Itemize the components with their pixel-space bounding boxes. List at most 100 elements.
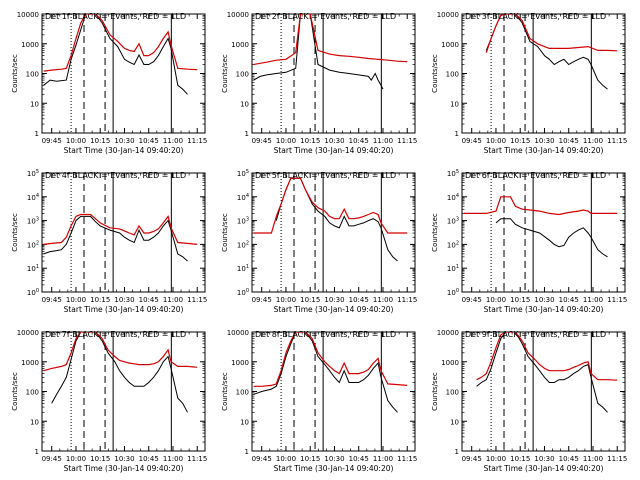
x-tick-label: 10:45	[559, 137, 579, 145]
y-tick-label: 1000	[441, 41, 459, 49]
x-axis-label: Start Time (30-Jan-14 09:40:20)	[484, 464, 604, 473]
y-axis-label: Counts/sec	[221, 213, 229, 252]
x-tick-label: 10:00	[276, 296, 296, 304]
x-tick-label: 11:15	[607, 137, 627, 145]
y-axis-label: Counts/sec	[431, 54, 439, 93]
x-tick-label: 11:00	[583, 455, 603, 463]
detector-panel-9: 1 10 100 1000 10000 09:45 10:00 10:15 10:30 10:45…	[431, 329, 627, 473]
y-tick-label: 1	[35, 448, 39, 456]
series-line-events	[476, 332, 608, 413]
y-tick-base: 10	[27, 170, 36, 178]
plot-frame	[41, 172, 206, 293]
series-line-lld	[476, 332, 618, 381]
y-tick-label: 105	[447, 169, 459, 178]
y-axis-label: Counts/sec	[11, 372, 19, 411]
x-tick-label: 09:45	[462, 455, 482, 463]
x-tick-label: 10:00	[276, 137, 296, 145]
x-axis-label: Start Time (30-Jan-14 09:40:20)	[274, 146, 394, 155]
x-tick-label: 11:15	[187, 137, 207, 145]
panel-title: Det 9f BLACK = Events, RED = LLD	[465, 330, 606, 339]
x-tick-label: 09:45	[42, 455, 62, 463]
x-tick-label: 10:15	[90, 455, 110, 463]
x-tick-label: 10:15	[90, 296, 110, 304]
series-line-lld	[485, 14, 618, 53]
x-tick-label: 10:00	[486, 296, 506, 304]
x-axis-label: Start Time (30-Jan-14 09:40:20)	[64, 464, 184, 473]
y-tick-exponent: 0	[36, 288, 39, 294]
detector-panel-3: 1 10 100 1000 10000 09:45 10:00 10:15 10:30 10:45…	[431, 11, 627, 155]
y-axis-label: Counts/sec	[431, 213, 439, 252]
plot-frame	[461, 13, 626, 134]
y-tick-label: 1	[245, 448, 249, 456]
y-tick-label: 1000	[231, 41, 249, 49]
panel-title: Det 6f BLACK = Events, RED = LLD	[465, 171, 606, 180]
y-axis-label: Counts/sec	[431, 372, 439, 411]
y-tick-label: 10	[30, 418, 39, 426]
series-line-lld	[463, 196, 618, 216]
y-tick-label: 1000	[231, 359, 249, 367]
series-line-lld	[253, 332, 408, 387]
y-tick-label: 105	[237, 169, 249, 178]
x-tick-label: 11:00	[373, 296, 393, 304]
x-tick-label: 11:15	[397, 296, 417, 304]
x-tick-label: 10:30	[534, 137, 554, 145]
series-line-events	[43, 14, 188, 95]
x-tick-label: 09:45	[42, 137, 62, 145]
y-tick-label: 104	[447, 193, 459, 202]
panel-title: Det 8f BLACK = Events, RED = LLD	[255, 330, 396, 339]
y-axis-label: Counts/sec	[11, 54, 19, 93]
x-tick-label: 10:15	[300, 455, 320, 463]
x-tick-label: 10:15	[510, 296, 530, 304]
x-tick-label: 10:30	[114, 296, 134, 304]
y-tick-exponent: 0	[246, 288, 249, 294]
x-tick-label: 10:00	[66, 296, 86, 304]
x-tick-label: 10:00	[276, 455, 296, 463]
panel-title: Det 7f BLACK = Events, RED = LLD	[45, 330, 186, 339]
x-tick-label: 10:30	[534, 296, 554, 304]
x-tick-label: 11:15	[607, 455, 627, 463]
panel-title: Det 5f BLACK = Events, RED = LLD	[255, 171, 396, 180]
y-tick-label: 104	[237, 193, 249, 202]
x-axis-label: Start Time (30-Jan-14 09:40:20)	[484, 146, 604, 155]
detector-panel-7: 1 10 100 1000 10000 09:45 10:00 10:15 10:30 10:45…	[11, 329, 207, 473]
series-line-events	[253, 14, 384, 90]
y-tick-label: 10000	[437, 11, 459, 19]
y-tick-label: 1000	[21, 41, 39, 49]
y-tick-exponent: 4	[246, 193, 249, 199]
y-tick-label: 10	[450, 100, 459, 108]
y-tick-exponent: 4	[36, 193, 39, 199]
y-tick-label: 10000	[17, 329, 39, 337]
y-tick-label: 10	[450, 418, 459, 426]
y-tick-exponent: 3	[36, 217, 39, 223]
y-tick-label: 100	[447, 288, 459, 297]
detector-panel-1: 1 10 100 1000 10000 09:45 10:00 10:15 10:30 10:45…	[11, 11, 207, 155]
y-tick-label: 100	[237, 288, 249, 297]
y-tick-exponent: 2	[36, 240, 39, 246]
y-tick-label: 10	[240, 100, 249, 108]
y-tick-label: 101	[447, 264, 459, 273]
y-tick-base: 10	[27, 194, 36, 202]
y-tick-label: 102	[237, 240, 249, 249]
x-tick-label: 11:00	[373, 455, 393, 463]
y-tick-label: 100	[446, 71, 459, 79]
y-tick-label: 1	[35, 130, 39, 138]
y-tick-label: 100	[236, 389, 249, 397]
x-tick-label: 11:00	[583, 137, 603, 145]
y-tick-label: 10	[30, 100, 39, 108]
y-tick-exponent: 5	[456, 169, 459, 175]
series-line-events	[43, 215, 188, 262]
y-tick-label: 103	[27, 217, 39, 226]
y-tick-label: 105	[27, 169, 39, 178]
y-tick-label: 1000	[441, 359, 459, 367]
y-tick-label: 10000	[437, 329, 459, 337]
y-tick-base: 10	[237, 194, 246, 202]
x-tick-label: 09:45	[462, 137, 482, 145]
y-tick-label: 1	[455, 130, 459, 138]
x-tick-label: 11:00	[163, 455, 183, 463]
series-line-lld	[43, 14, 198, 72]
series-line-events	[495, 218, 608, 258]
y-tick-exponent: 0	[456, 288, 459, 294]
y-tick-base: 10	[237, 170, 246, 178]
detector-panel-2: 1 10 100 1000 10000 09:45 10:00 10:15 10:30 10:45…	[221, 11, 417, 155]
